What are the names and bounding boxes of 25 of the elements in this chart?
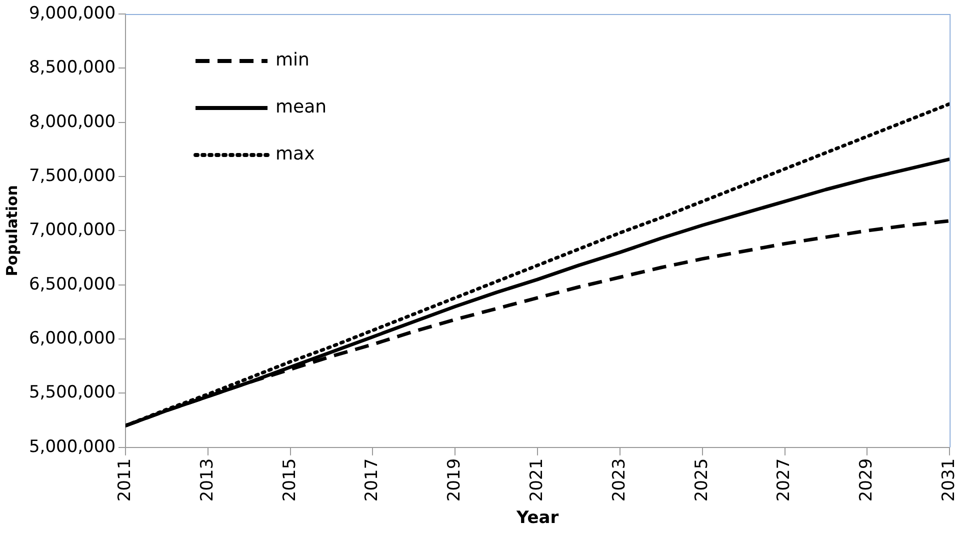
x-tick-label: 2013: [197, 458, 218, 502]
x-axis-title: Year: [515, 508, 560, 528]
legend-label: min: [276, 50, 310, 71]
x-tick-label: 2027: [774, 458, 794, 502]
y-tick-label: 9,000,000: [28, 3, 116, 24]
y-tick-label: 8,500,000: [28, 58, 116, 78]
y-tick-label: 7,500,000: [28, 166, 116, 186]
x-tick-label: 2025: [692, 458, 712, 502]
x-tick-label: 2015: [280, 458, 300, 502]
y-tick-label: 5,500,000: [28, 382, 116, 403]
y-tick-label: 6,000,000: [28, 328, 116, 348]
y-tick-label: 8,000,000: [28, 112, 116, 132]
x-tick-label: 2029: [856, 458, 877, 502]
x-tick-label: 2023: [609, 458, 630, 502]
legend-label: mean: [276, 96, 327, 118]
y-tick-label: 6,500,000: [28, 274, 116, 294]
x-tick-label: 2017: [362, 458, 382, 502]
x-tick-label: 2031: [939, 458, 960, 502]
y-axis-title: Population: [2, 185, 21, 276]
x-tick-label: 2011: [114, 458, 135, 502]
x-tick-label: 2019: [444, 458, 465, 502]
y-tick-label: 7,000,000: [28, 220, 116, 240]
legend-label: max: [276, 144, 316, 165]
x-tick-label: 2021: [526, 458, 547, 502]
y-tick-label: 5,000,000: [28, 436, 116, 457]
